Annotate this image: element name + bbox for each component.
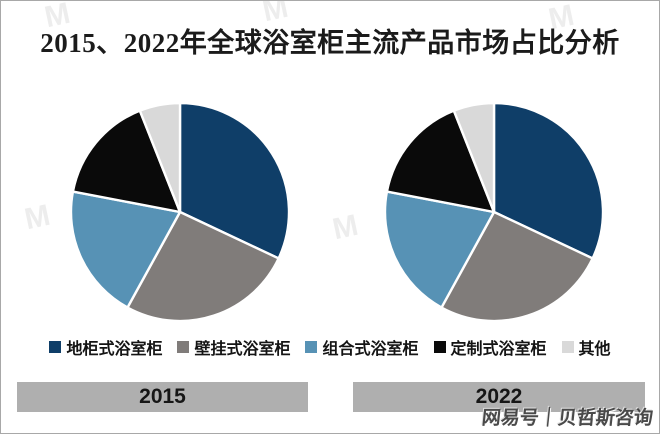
legend-swatch-icon — [177, 341, 190, 353]
legend-label: 定制式浴室柜 — [450, 341, 547, 358]
category-bar-2015: 2015 — [17, 382, 308, 412]
pie-slice-2015-5 — [138, 101, 182, 214]
pie-slice-2015-4 — [71, 109, 182, 214]
pie-slice-2022-5 — [452, 101, 496, 214]
legend-swatch-icon — [49, 341, 62, 353]
legend-item-combined: 组合式浴室柜 — [305, 335, 419, 359]
legend-swatch-icon — [433, 341, 446, 353]
pie-chart-2015 — [69, 101, 291, 323]
pie-slice-2022-3 — [383, 190, 496, 309]
site-credit-watermark: 网易号｜贝哲斯咨询 — [480, 408, 654, 429]
legend-label: 壁挂式浴室柜 — [194, 341, 291, 358]
pie-slice-2015-3 — [69, 190, 182, 309]
legend-item-wall-mounted: 壁挂式浴室柜 — [177, 335, 290, 359]
legend-item-others: 其他 — [561, 335, 611, 359]
legend-swatch-icon — [561, 341, 574, 353]
legend-label: 地柜式浴室柜 — [66, 341, 163, 358]
chart-title: 2015、2022年全球浴室柜主流产品市场占比分析 — [40, 28, 620, 58]
legend-label: 组合式浴室柜 — [322, 341, 419, 358]
pie-slice-2022-4 — [385, 109, 496, 214]
pie-chart-2022 — [383, 101, 605, 323]
background-watermark-icon: M — [329, 208, 362, 247]
legend-swatch-icon — [305, 341, 318, 353]
legend-item-customized: 定制式浴室柜 — [433, 335, 547, 359]
category-bar-2022: 2022 — [353, 382, 645, 412]
pie-slice-2015-1 — [178, 101, 291, 260]
legend: 地柜式浴室柜 壁挂式浴室柜 组合式浴室柜 定制式浴室柜 其他 — [1, 335, 659, 359]
legend-label: 其他 — [578, 341, 611, 358]
pie-slice-2022-1 — [492, 101, 605, 260]
background-watermark-icon: M — [21, 198, 54, 237]
legend-item-floor-cabinet: 地柜式浴室柜 — [49, 335, 162, 359]
